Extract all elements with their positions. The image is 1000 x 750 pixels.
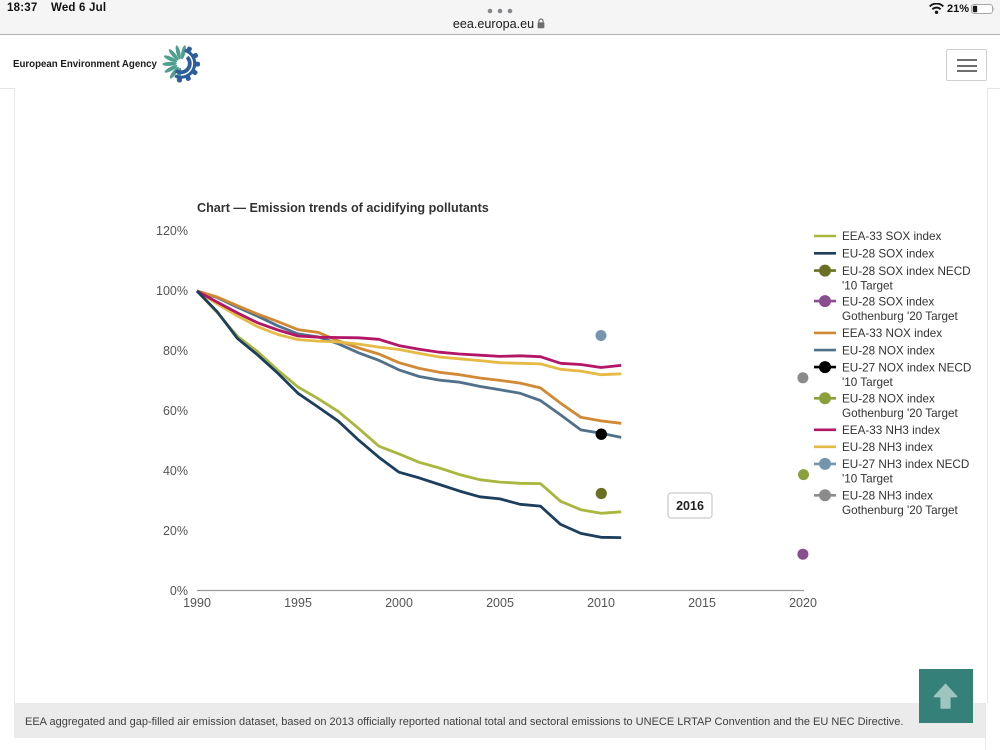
svg-text:Gothenburg '20 Target: Gothenburg '20 Target (842, 407, 958, 420)
svg-text:EU-28 NOX index: EU-28 NOX index (842, 344, 935, 357)
svg-text:80%: 80% (163, 344, 188, 358)
svg-text:EU-28 SOX index: EU-28 SOX index (842, 295, 934, 308)
svg-text:40%: 40% (163, 464, 188, 478)
svg-text:1995: 1995 (284, 596, 312, 610)
svg-text:EU-27 NOX index NECD: EU-27 NOX index NECD (842, 361, 971, 374)
svg-text:2016: 2016 (676, 499, 704, 513)
svg-text:EU-28 SOX index: EU-28 SOX index (842, 248, 934, 261)
svg-text:'10 Target: '10 Target (842, 376, 894, 389)
svg-text:Gothenburg '20 Target: Gothenburg '20 Target (842, 310, 958, 323)
svg-text:'10 Target: '10 Target (842, 473, 894, 486)
svg-text:120%: 120% (156, 224, 188, 238)
svg-text:20%: 20% (163, 524, 188, 538)
svg-text:2000: 2000 (385, 596, 413, 610)
svg-text:60%: 60% (163, 404, 188, 418)
svg-text:Gothenburg '20 Target: Gothenburg '20 Target (842, 504, 958, 517)
svg-text:EEA-33 SOX index: EEA-33 SOX index (842, 230, 942, 243)
svg-text:1990: 1990 (183, 596, 211, 610)
svg-text:EU-28 SOX index NECD: EU-28 SOX index NECD (842, 265, 971, 278)
svg-text:EU-28 NH3 index: EU-28 NH3 index (842, 441, 933, 454)
svg-text:2020: 2020 (789, 596, 817, 610)
svg-text:EU-27 NH3 index NECD: EU-27 NH3 index NECD (842, 458, 969, 471)
svg-text:EEA-33 NOX index: EEA-33 NOX index (842, 327, 942, 340)
svg-text:2005: 2005 (486, 596, 514, 610)
svg-text:EEA-33 NH3 index: EEA-33 NH3 index (842, 424, 940, 437)
svg-text:2015: 2015 (688, 596, 716, 610)
svg-text:EU-28 NH3 index: EU-28 NH3 index (842, 490, 933, 503)
svg-text:Chart — Emission trends of aci: Chart — Emission trends of acidifying po… (197, 201, 489, 215)
svg-text:EU-28 NOX index: EU-28 NOX index (842, 393, 935, 406)
svg-text:'10 Target: '10 Target (842, 279, 894, 292)
svg-text:2010: 2010 (587, 596, 615, 610)
svg-text:0%: 0% (170, 584, 188, 598)
svg-text:100%: 100% (156, 284, 188, 298)
